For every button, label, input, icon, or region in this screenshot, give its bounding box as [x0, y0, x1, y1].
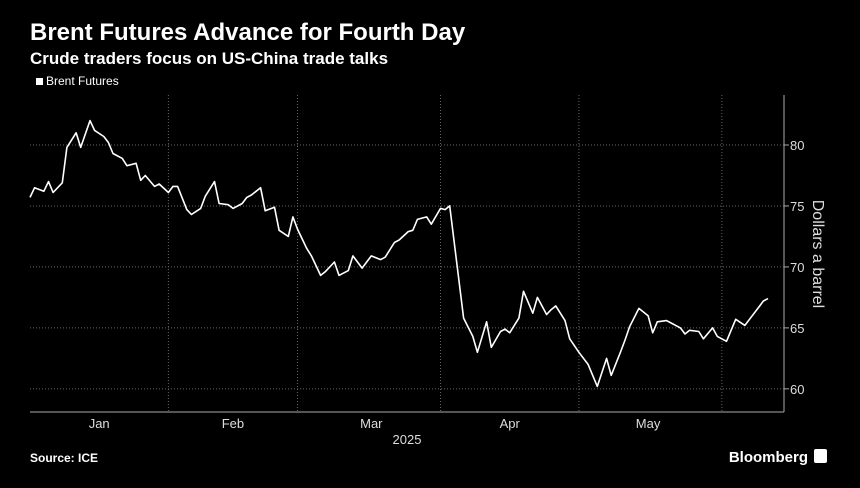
brand-icon: [814, 449, 827, 463]
y-tick-label: 65: [790, 321, 804, 336]
x-axis-label: 2025: [393, 432, 422, 447]
source: Source: ICE: [30, 451, 98, 465]
y-axis-label: Dollars a barrel: [809, 200, 826, 308]
brand: Bloomberg: [729, 449, 808, 466]
y-tick-label: 75: [790, 199, 804, 214]
chart-title: Brent Futures Advance for Fourth Day: [30, 19, 466, 46]
x-tick-label: Jan: [89, 416, 110, 431]
chart-subtitle: Crude traders focus on US-China trade ta…: [30, 49, 388, 68]
legend-swatch: [36, 78, 43, 85]
y-tick-label: 70: [790, 260, 804, 275]
legend-label: Brent Futures: [46, 74, 119, 88]
line-series: [29, 119, 769, 388]
x-tick-label: Feb: [222, 416, 244, 431]
y-tick-label: 60: [790, 382, 804, 397]
x-tick-label: Apr: [500, 416, 521, 431]
x-tick-label: Mar: [360, 416, 383, 431]
x-tick-label: May: [636, 416, 661, 431]
y-tick-label: 80: [790, 138, 804, 153]
